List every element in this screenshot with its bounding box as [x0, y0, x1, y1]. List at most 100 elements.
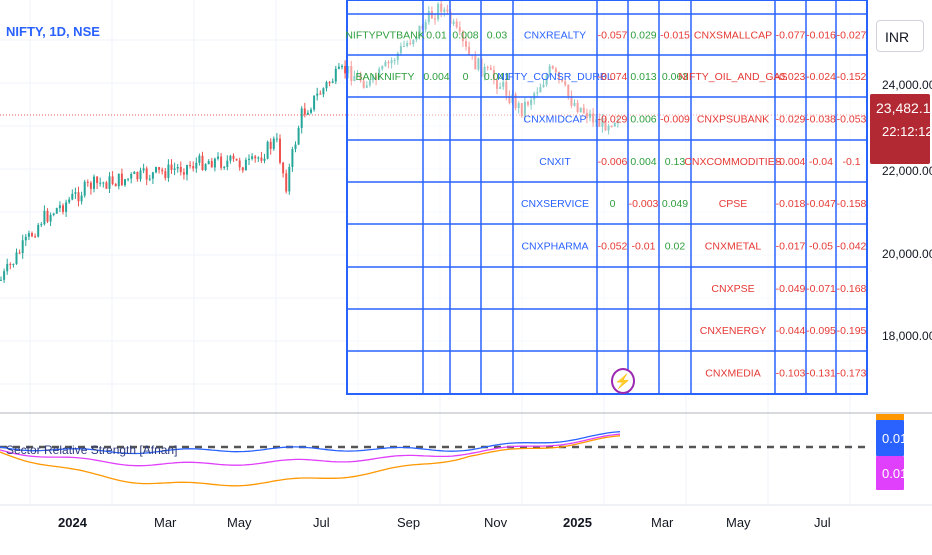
- neutral-sector-name: CNXREALTY: [524, 30, 586, 42]
- series-line-blue: [0, 431, 621, 455]
- price-axis-label: 24,000.00: [882, 78, 932, 92]
- candle-body: [381, 66, 384, 69]
- bar-countdown: 22:12:12: [882, 124, 932, 139]
- candle-body: [328, 82, 331, 84]
- candle-body: [517, 103, 520, 109]
- candle-body: [582, 107, 585, 113]
- candle-body: [31, 233, 33, 237]
- weak-sector-value: -0.1: [842, 156, 860, 168]
- candle-body: [427, 10, 430, 23]
- candle-body: [220, 156, 223, 168]
- price-axis: 24,000.00 22,000.00 20,000.00 18,000.00: [882, 78, 932, 343]
- candle-body: [65, 202, 68, 212]
- indicator-badge-value: 0.01: [882, 466, 907, 481]
- weak-sector-name: CNXMETAL: [705, 241, 762, 253]
- candle-body: [297, 127, 300, 145]
- weak-sector-name: CNXMEDIA: [705, 368, 760, 380]
- indicator-title[interactable]: Sector Relative Strength [Afnan]: [6, 443, 178, 457]
- candle-body: [232, 155, 235, 159]
- candle-body: [155, 167, 157, 173]
- neutral-sector-value: 0.006: [630, 114, 656, 126]
- candle-body: [561, 79, 564, 82]
- candle-body: [244, 159, 247, 171]
- candle-body: [316, 93, 319, 96]
- weak-sector-name: CNXCOMMODITIES: [684, 156, 781, 168]
- candle-body: [192, 166, 195, 169]
- candle-body: [158, 167, 161, 170]
- candle-body: [310, 109, 312, 113]
- symbol-title[interactable]: NIFTY, 1D, NSE: [6, 24, 100, 39]
- candle-body: [443, 9, 446, 12]
- neutral-sector-value: -0.003: [629, 198, 659, 210]
- neutral-sector-name: CNXMIDCAP: [523, 114, 586, 126]
- candle-body: [300, 108, 303, 128]
- candle-body: [418, 25, 421, 37]
- candle-body: [55, 208, 58, 214]
- candle-body: [585, 112, 588, 118]
- candle-body: [207, 161, 210, 165]
- candle-body: [434, 18, 436, 20]
- candle-body: [170, 164, 173, 170]
- neutral-sector-value: -0.074: [598, 71, 628, 83]
- price-axis-label: 22,000.00: [882, 164, 932, 178]
- candle-body: [46, 210, 49, 222]
- candle-body: [145, 168, 148, 180]
- neutral-sector-value: 0: [610, 198, 616, 210]
- weak-sector-value: -0.027: [837, 30, 867, 42]
- candle-body: [130, 173, 133, 179]
- candle-body: [269, 141, 272, 149]
- strong-sector-value: 0.008: [452, 30, 478, 42]
- candle-body: [186, 165, 188, 175]
- weak-sector-value: -0.04: [809, 156, 833, 168]
- candle-body: [291, 149, 294, 167]
- candle-body: [530, 99, 533, 105]
- candle-body: [142, 168, 145, 171]
- neutral-sector-value: 0.013: [630, 71, 656, 83]
- time-axis-label: Mar: [154, 515, 177, 530]
- candle-body: [133, 171, 136, 174]
- neutral-sector-value: -0.006: [598, 156, 628, 168]
- neutral-sector-value: -0.029: [598, 114, 628, 126]
- candle-body: [437, 3, 440, 20]
- weak-sector-value: -0.016: [806, 30, 836, 42]
- weak-sector-value: -0.158: [837, 198, 867, 210]
- candle-body: [399, 46, 402, 54]
- neutral-sector-value: 0.004: [630, 156, 656, 168]
- candle-body: [341, 66, 343, 68]
- candle-body: [266, 141, 269, 159]
- indicator-pane: 0.01 0.01: [0, 414, 907, 490]
- candle-body: [334, 68, 337, 82]
- candle-body: [362, 80, 365, 88]
- candle-body: [322, 88, 325, 95]
- weak-sector-value: -0.038: [806, 114, 836, 126]
- candle-body: [21, 240, 24, 254]
- candle-body: [542, 84, 545, 88]
- candle-body: [378, 68, 381, 80]
- candle-body: [613, 122, 616, 127]
- neutral-sector-name: CNXSERVICE: [521, 198, 589, 210]
- candle-body: [313, 95, 316, 110]
- strong-sector-value: 0: [463, 71, 469, 83]
- candle-body: [551, 66, 554, 69]
- weak-sector-value: -0.195: [837, 325, 867, 337]
- candle-body: [229, 155, 232, 161]
- candle-body: [226, 160, 229, 167]
- candle-body: [6, 263, 9, 272]
- candle-body: [598, 119, 601, 127]
- weak-sector-value: -0.029: [776, 114, 806, 126]
- weak-sector-value: -0.018: [776, 198, 806, 210]
- candle-body: [564, 81, 567, 85]
- candle-body: [9, 263, 12, 265]
- lightning-icon[interactable]: ⚡: [611, 368, 635, 394]
- neutral-sector-value: -0.052: [598, 241, 628, 253]
- neutral-sector-value: -0.01: [632, 241, 656, 253]
- candle-body: [71, 193, 74, 200]
- price-axis-label: 18,000.00: [882, 329, 932, 343]
- neutral-sector-value: -0.057: [598, 30, 628, 42]
- neutral-sector-value: 0.02: [665, 241, 686, 253]
- weak-sector-value: -0.131: [806, 368, 836, 380]
- candle-body: [93, 176, 95, 189]
- currency-selector[interactable]: INR: [876, 20, 924, 52]
